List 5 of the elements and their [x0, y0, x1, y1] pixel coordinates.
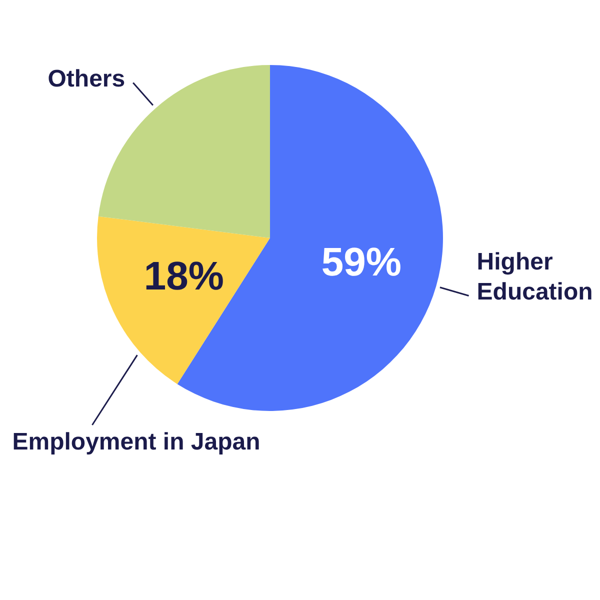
slice-label: Employment in Japan [12, 428, 260, 456]
slice-label: Higher Education [476, 248, 593, 306]
data-label: 18% [144, 254, 224, 299]
data-label: 59% [321, 240, 402, 285]
slice-label: Others [48, 65, 126, 92]
